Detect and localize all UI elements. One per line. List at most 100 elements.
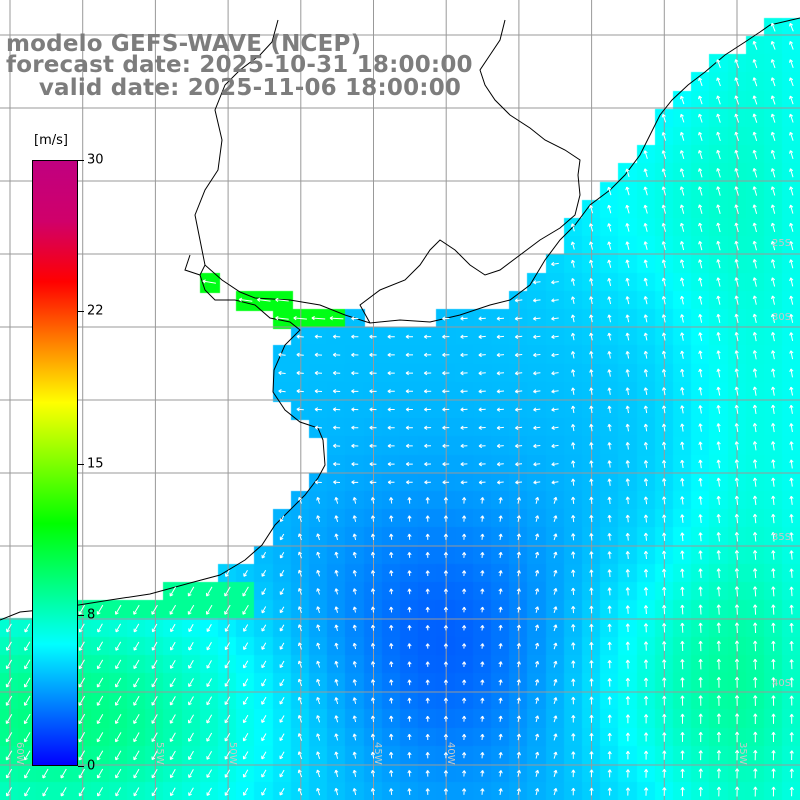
wind-arrow	[425, 533, 430, 540]
wind-arrow	[297, 678, 303, 687]
wind-arrow	[533, 425, 541, 430]
wind-arrow	[534, 569, 540, 577]
wind-arrow	[480, 788, 485, 795]
wind-arrow	[460, 407, 468, 412]
wind-arrow	[170, 641, 176, 651]
wind-arrow	[496, 462, 504, 467]
wind-arrow	[261, 751, 267, 760]
wind-arrow	[442, 370, 450, 376]
wind-arrow	[78, 623, 85, 633]
wind-arrow	[607, 259, 612, 268]
wind-arrow	[734, 59, 740, 69]
wind-arrow	[261, 715, 267, 723]
wind-arrow	[462, 625, 467, 631]
wind-arrow	[314, 370, 323, 376]
wind-arrow	[60, 787, 67, 797]
wind-arrow	[516, 679, 521, 686]
wind-arrow	[279, 769, 285, 778]
wind-arrow	[734, 604, 740, 615]
wind-arrow	[279, 570, 285, 577]
lon-label: 50W	[227, 742, 238, 765]
wind-arrow	[370, 679, 376, 686]
wind-arrow	[589, 296, 594, 305]
wind-arrow	[387, 480, 395, 485]
wind-arrow	[535, 788, 540, 796]
wind-arrow	[789, 241, 794, 251]
wind-arrow	[169, 750, 176, 761]
coastline	[0, 17, 800, 621]
wind-arrow	[243, 787, 249, 796]
wind-arrow	[425, 606, 430, 613]
wind-arrow	[716, 240, 721, 251]
wind-arrow	[443, 715, 449, 722]
wind-arrow	[571, 514, 576, 523]
wind-arrow	[516, 642, 521, 650]
wind-arrow	[662, 732, 667, 742]
wind-arrow	[405, 425, 413, 430]
wind-arrow	[298, 533, 302, 541]
wind-arrow	[516, 570, 521, 577]
wind-arrow	[478, 443, 486, 449]
wind-arrow	[789, 150, 794, 160]
wind-arrow	[351, 389, 359, 394]
wind-arrow	[115, 695, 122, 706]
wind-arrow	[425, 752, 430, 759]
wind-arrow	[370, 715, 376, 722]
wind-arrow	[680, 532, 685, 542]
wind-arrow	[643, 714, 649, 724]
wind-arrow	[480, 570, 485, 577]
wind-arrow	[224, 604, 231, 615]
wind-arrow	[442, 461, 450, 467]
wind-arrow	[698, 332, 703, 341]
wind-arrow	[570, 296, 576, 305]
wind-arrow	[770, 95, 776, 105]
wind-arrow	[734, 331, 739, 342]
wind-arrow	[389, 697, 394, 704]
wind-arrow	[316, 697, 321, 705]
wind-arrow	[716, 513, 721, 524]
wind-arrow	[516, 733, 521, 741]
wind-arrow	[514, 298, 523, 303]
wind-arrow	[753, 695, 758, 706]
wind-arrow	[480, 551, 485, 558]
wind-arrow	[151, 732, 158, 743]
wind-arrow	[551, 462, 559, 467]
wind-arrow	[389, 551, 394, 558]
wind-arrow	[425, 679, 430, 686]
wind-arrow	[662, 787, 667, 796]
wind-arrow	[23, 713, 31, 725]
wind-arrow	[387, 352, 395, 358]
wind-arrow	[789, 186, 794, 196]
wind-arrow	[516, 769, 521, 777]
wind-arrow	[279, 715, 285, 723]
wind-arrow	[571, 642, 576, 650]
wind-arrow	[151, 604, 158, 615]
colorbar-unit: [m/s]	[34, 133, 68, 148]
wind-arrow	[698, 186, 703, 196]
wind-arrow	[334, 733, 339, 741]
wind-arrow	[734, 368, 739, 378]
wind-arrow	[680, 604, 685, 615]
wind-arrow	[625, 350, 630, 359]
wind-arrow	[224, 787, 231, 796]
wind-arrow	[298, 551, 302, 559]
wind-arrow	[316, 678, 321, 686]
wind-arrow	[607, 350, 612, 359]
wind-arrow	[589, 514, 594, 523]
wind-arrow	[553, 715, 558, 723]
wind-arrow	[423, 389, 432, 394]
wind-arrow	[206, 604, 213, 615]
colorbar-tick-label: 8	[87, 607, 96, 623]
wind-arrow	[496, 334, 505, 339]
wind-arrow	[352, 606, 357, 613]
wind-arrow	[716, 677, 721, 688]
wind-arrow	[679, 168, 685, 178]
wind-arrow	[752, 149, 758, 160]
wind-arrow	[589, 569, 594, 577]
wind-arrow	[297, 642, 302, 650]
wind-arrow	[680, 713, 685, 724]
wind-arrow	[333, 480, 341, 485]
wind-arrow	[661, 186, 666, 196]
wind-arrow	[571, 696, 576, 705]
colorbar-tick-label: 0	[87, 758, 96, 774]
